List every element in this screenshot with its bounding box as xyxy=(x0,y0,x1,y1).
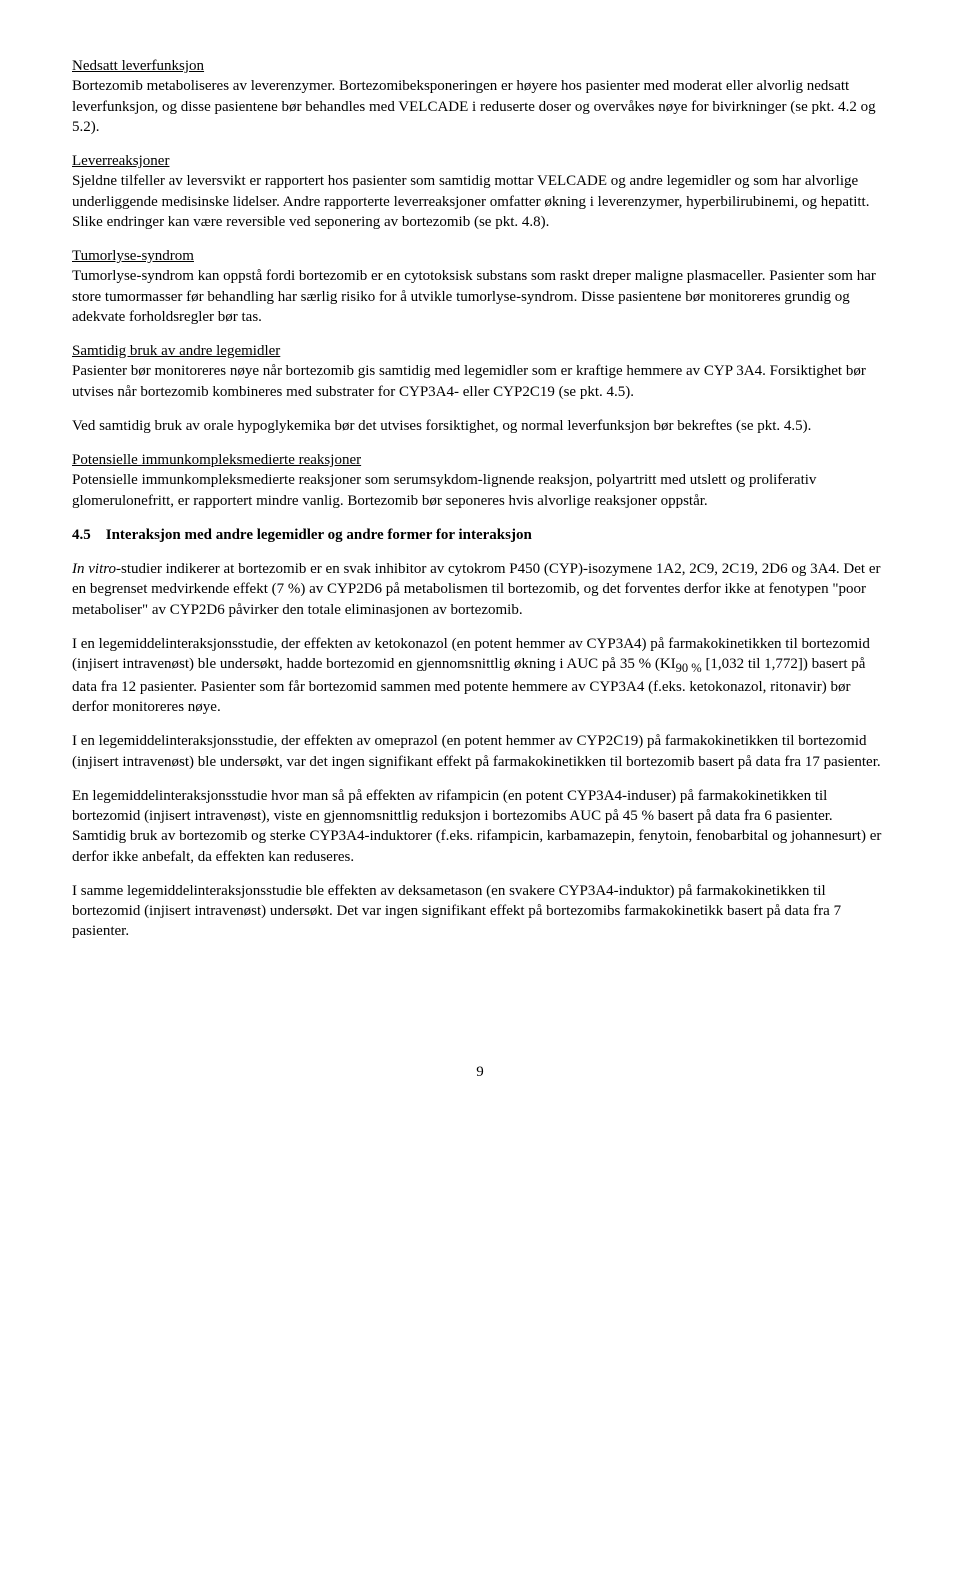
para-nedsatt-leverfunksjon: Bortezomib metaboliseres av leverenzymer… xyxy=(72,76,888,137)
para-immunkompleks: Potensielle immunkompleksmedierte reaksj… xyxy=(72,470,888,511)
para-rifampicin: En legemiddelinteraksjonsstudie hvor man… xyxy=(72,786,888,867)
para-tumorlyse: Tumorlyse-syndrom kan oppstå fordi borte… xyxy=(72,266,888,327)
para-invitro: In vitro-studier indikerer at bortezomib… xyxy=(72,559,888,620)
para-omeprazol: I en legemiddelinteraksjonsstudie, der e… xyxy=(72,731,888,772)
page-number: 9 xyxy=(72,1062,888,1082)
section-4-5-title: 4.5 Interaksjon med andre legemidler og … xyxy=(72,525,888,545)
heading-text: Nedsatt leverfunksjon xyxy=(72,58,204,74)
para-samtidig-bruk-1: Pasienter bør monitoreres nøye når borte… xyxy=(72,361,888,402)
heading-text: Samtidig bruk av andre legemidler xyxy=(72,343,280,359)
heading-nedsatt-leverfunksjon: Nedsatt leverfunksjon xyxy=(72,56,888,76)
heading-immunkompleks: Potensielle immunkompleksmedierte reaksj… xyxy=(72,450,888,470)
invitro-italic: In vitro xyxy=(72,561,116,577)
invitro-rest: -studier indikerer at bortezomib er en s… xyxy=(72,561,880,618)
heading-text: Tumorlyse-syndrom xyxy=(72,248,194,264)
keto-sub: 90 % xyxy=(676,661,702,675)
para-leverreaksjoner: Sjeldne tilfeller av leversvikt er rappo… xyxy=(72,171,888,232)
heading-tumorlyse: Tumorlyse-syndrom xyxy=(72,246,888,266)
para-samtidig-bruk-2: Ved samtidig bruk av orale hypoglykemika… xyxy=(72,416,888,436)
heading-samtidig-bruk: Samtidig bruk av andre legemidler xyxy=(72,341,888,361)
heading-text: Potensielle immunkompleksmedierte reaksj… xyxy=(72,452,361,468)
heading-text: Leverreaksjoner xyxy=(72,153,169,169)
para-ketokonazol: I en legemiddelinteraksjonsstudie, der e… xyxy=(72,634,888,718)
heading-leverreaksjoner: Leverreaksjoner xyxy=(72,151,888,171)
para-deksametason: I samme legemiddelinteraksjonsstudie ble… xyxy=(72,881,888,942)
